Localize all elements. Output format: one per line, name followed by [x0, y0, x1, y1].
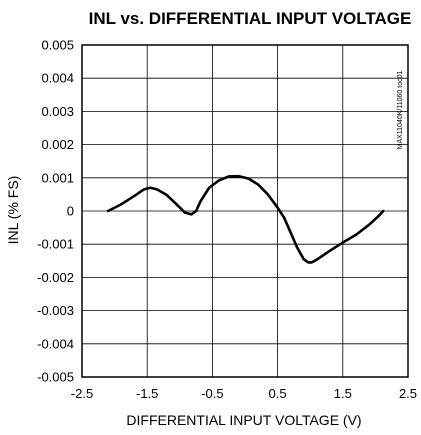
x-tick-label: -2.5 — [71, 386, 93, 401]
x-tick-label: 2.5 — [399, 386, 417, 401]
chart-title: INL vs. DIFFERENTIAL INPUT VOLTAGE — [89, 9, 412, 28]
y-tick-label: 0 — [67, 204, 74, 219]
y-tick-label: -0.004 — [37, 336, 74, 351]
y-tick-label: -0.005 — [37, 370, 74, 385]
grid-lines — [81, 44, 409, 378]
y-tick-label: 0.005 — [41, 38, 74, 53]
y-tick-label: -0.003 — [37, 303, 74, 318]
y-tick-label: 0.003 — [41, 104, 74, 119]
plot-area-frame — [81, 44, 409, 378]
y-tick-label: 0.001 — [41, 170, 74, 185]
x-tick-label: 0.5 — [269, 386, 287, 401]
y-tick-label: -0.002 — [37, 270, 74, 285]
y-tick-label: -0.001 — [37, 237, 74, 252]
x-axis-label: DIFFERENTIAL INPUT VOLTAGE (V) — [126, 412, 361, 428]
y-tick-label: 0.004 — [41, 71, 74, 86]
x-tick-labels: -2.5 -1.5 -0.5 0.5 1.5 2.5 — [71, 386, 417, 401]
y-tick-labels: 0.005 0.004 0.003 0.002 0.001 0 -0.001 -0.002 -0… — [37, 38, 74, 385]
x-tick-label: -0.5 — [201, 386, 223, 401]
x-tick-label: -1.5 — [136, 386, 158, 401]
figure-id-label: MAX11040K/11060 toc01 — [397, 71, 404, 150]
y-axis-label: INL (% FS) — [5, 176, 21, 245]
series-group — [106, 174, 385, 264]
x-tick-label: 1.5 — [334, 386, 352, 401]
y-tick-label: 0.002 — [41, 137, 74, 152]
inl-series-line — [106, 174, 385, 264]
